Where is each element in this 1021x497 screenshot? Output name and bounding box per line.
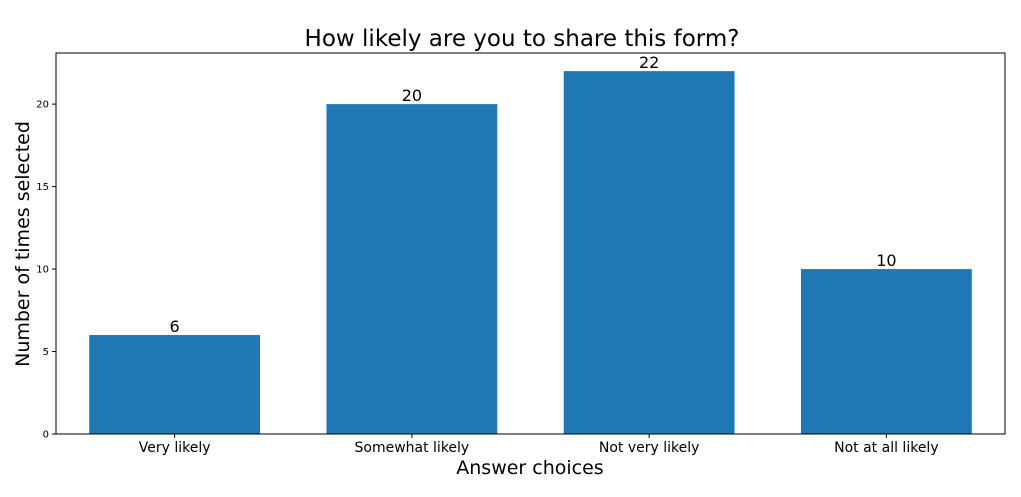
y-tick-label: 20 [36,100,49,111]
bar-value-label: 6 [170,317,180,336]
bar-not-at-all-likely [800,269,972,434]
y-tick-label: 0 [43,430,49,441]
bar-value-label: 20 [402,86,422,105]
bar-value-label: 22 [639,53,659,72]
x-axis-label: Answer choices [456,457,603,479]
x-tick-label: Very likely [139,440,211,456]
bar-somewhat-likely [326,104,498,434]
chart-title: How likely are you to share this form? [305,26,740,52]
x-tick-label: Not very likely [599,440,700,456]
plot-area: 6 20 22 10 [89,53,972,435]
bar-value-label: 10 [876,251,896,270]
y-axis-label: Number of times selected [12,121,34,367]
y-tick-label: 15 [36,182,49,193]
x-axis: Very likely Somewhat likely Not very likel… [139,434,939,456]
bar-very-likely [89,335,261,434]
y-tick-label: 5 [43,347,49,358]
plot-frame [55,52,1006,435]
x-tick-label: Not at all likely [834,440,938,456]
y-tick-label: 10 [36,265,49,276]
bar-not-very-likely [563,71,735,435]
x-tick-label: Somewhat likely [355,440,470,456]
y-axis: 0 5 10 15 20 [36,100,56,441]
